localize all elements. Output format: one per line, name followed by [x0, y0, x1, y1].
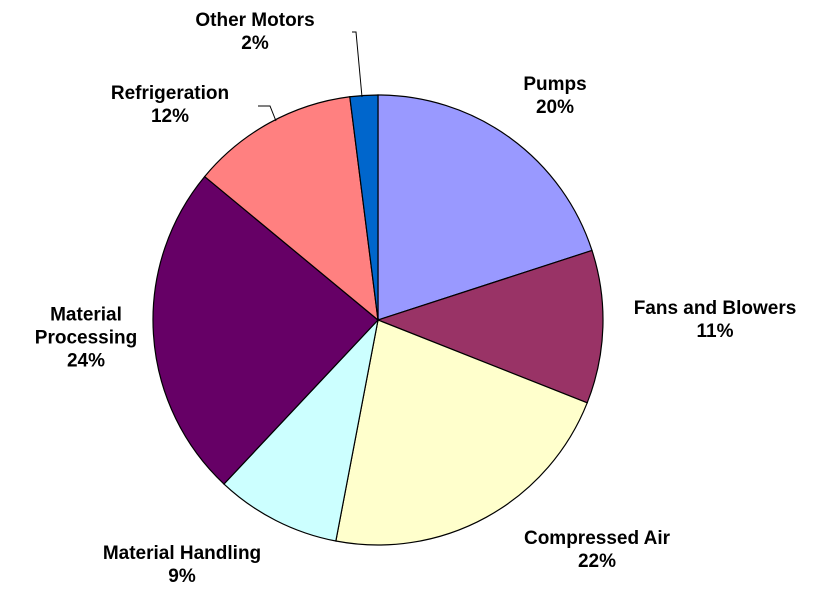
slice-label: Compressed Air 22% — [477, 527, 717, 573]
percent-label: 11% — [696, 321, 734, 342]
pie-slice — [376, 249, 604, 404]
category-label: Material Processing — [34, 304, 138, 349]
category-label: Other Motors — [195, 10, 315, 31]
pie-slice — [223, 318, 379, 542]
pie-slice — [335, 319, 588, 546]
percent-label: 2% — [241, 33, 269, 54]
pie-slice — [152, 175, 379, 485]
category-label: Fans and Blowers — [633, 298, 797, 319]
pie-slice — [203, 96, 379, 322]
pie-slice — [377, 94, 593, 321]
leader-line — [352, 31, 363, 98]
slice-label: Material Handling 9% — [62, 542, 302, 588]
category-label: Compressed Air — [523, 528, 671, 549]
percent-label: 24% — [66, 350, 106, 372]
slice-label: Material Processing 24% — [21, 304, 151, 373]
pie-slice — [349, 94, 379, 321]
slice-label: Pumps 20% — [455, 73, 655, 119]
category-label: Material Handling — [102, 543, 262, 564]
leader-line — [258, 105, 277, 122]
category-label: Pumps — [523, 74, 587, 95]
percent-label: 20% — [535, 97, 575, 118]
percent-label: 9% — [168, 566, 196, 587]
percent-label: 12% — [150, 106, 190, 127]
slice-label: Other Motors 2% — [155, 9, 355, 55]
category-label: Refrigeration — [110, 83, 230, 104]
slice-label: Refrigeration 12% — [70, 82, 270, 128]
percent-label: 22% — [577, 551, 617, 572]
slice-label: Fans and Blowers 11% — [595, 297, 827, 343]
